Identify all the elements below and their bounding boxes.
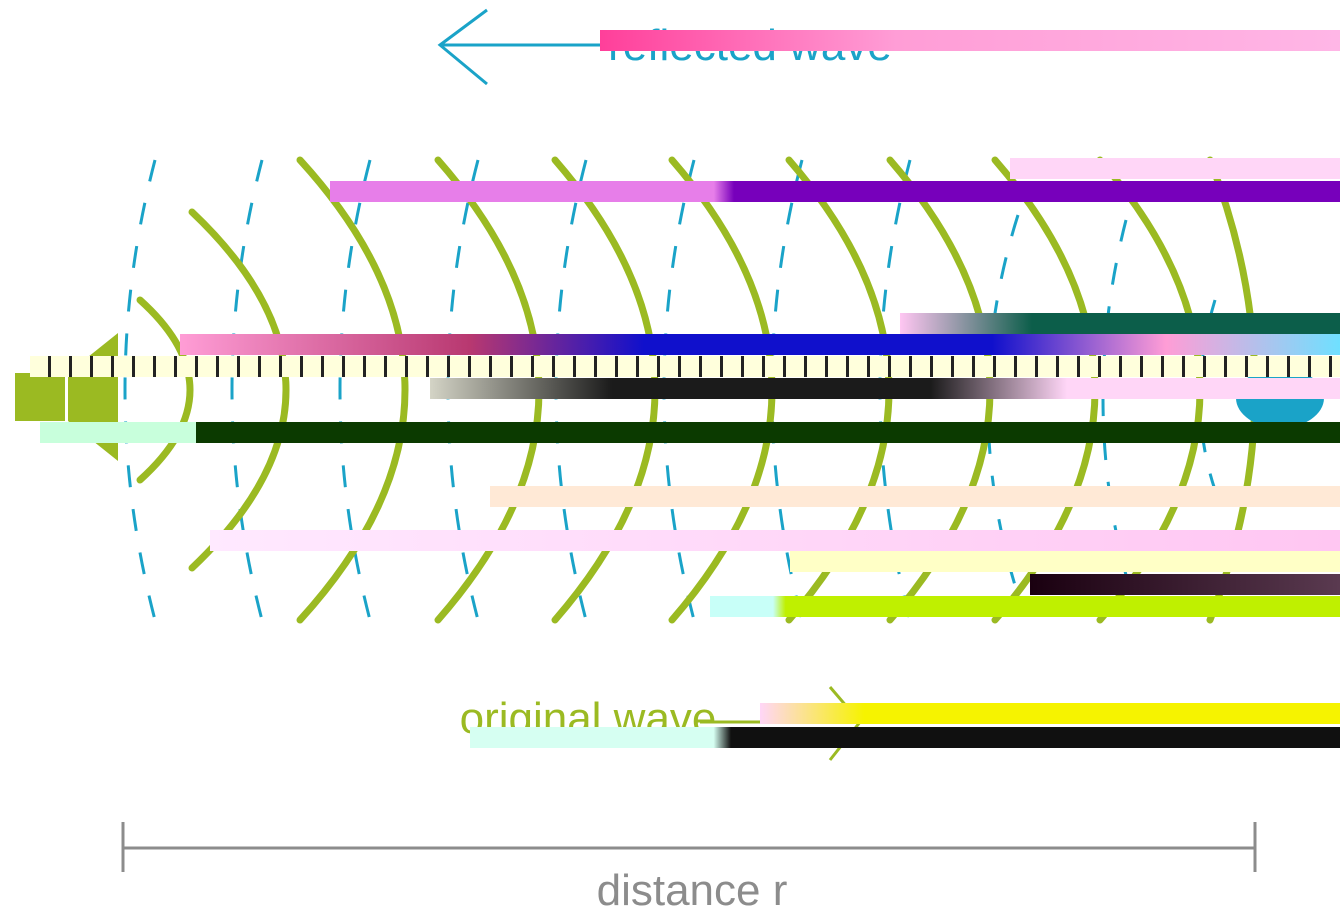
artifact-band-7 [430,378,1340,399]
artifact-band-15 [470,727,1340,748]
artifact-band-13 [710,596,1340,617]
artifact-band-4 [900,313,1340,334]
artifact-band-10 [210,530,1340,551]
artifact-band-6 [30,356,1340,377]
artifact-band-3 [1010,158,1340,179]
artifact-band-11 [790,551,1340,572]
artifact-band-1 [600,30,1340,51]
artifact-band-9 [490,486,1340,507]
artifact-band-14 [760,703,1340,724]
artifact-band-8 [40,422,1340,443]
distance-bar [121,822,1257,872]
distance-label: distance r [597,866,788,911]
artifact-band-12 [1030,574,1340,595]
artifact-band-2 [330,181,1340,202]
artifact-band-5 [180,334,1340,355]
